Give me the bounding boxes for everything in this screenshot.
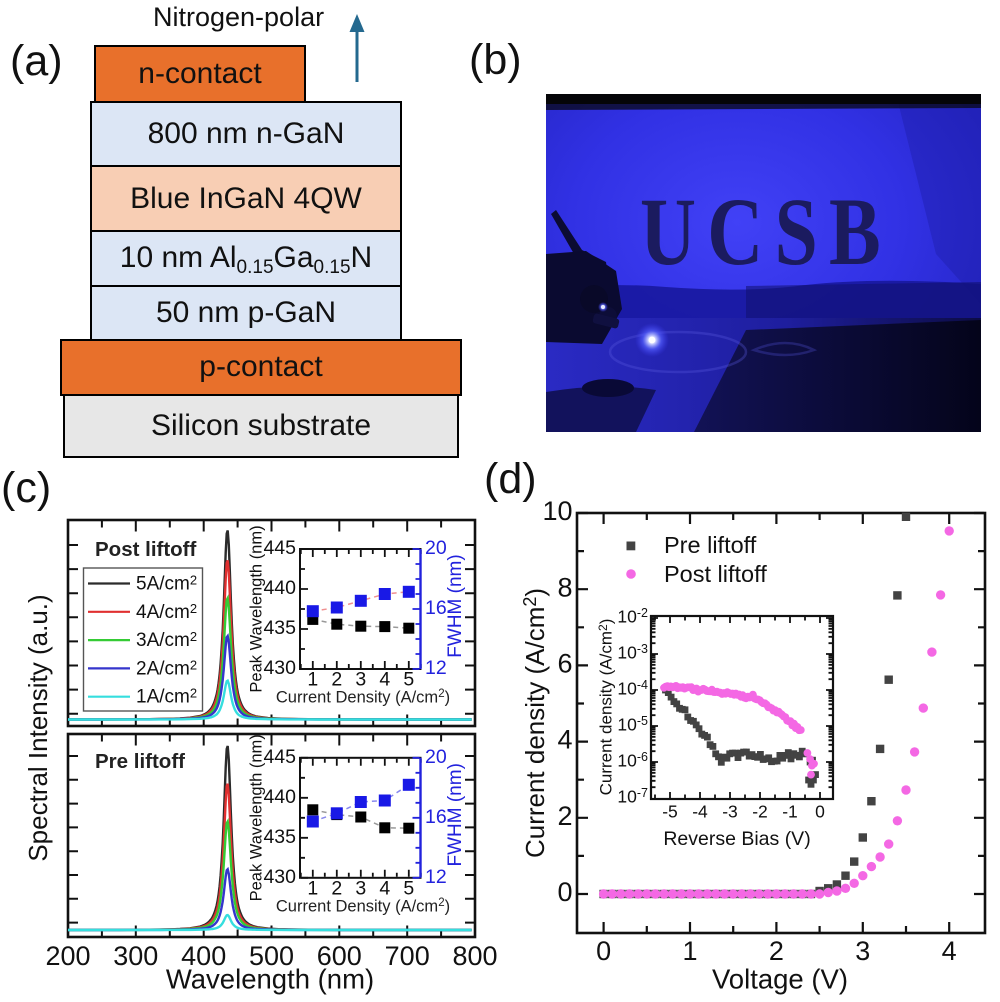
svg-text:-2: -2: [752, 802, 768, 822]
svg-text:20: 20: [425, 537, 447, 559]
svg-text:-4: -4: [692, 802, 708, 822]
svg-text:200: 200: [45, 941, 90, 971]
svg-text:10-5: 10-5: [617, 714, 648, 734]
svg-text:440: 440: [263, 786, 296, 808]
svg-text:600: 600: [317, 941, 362, 971]
svg-text:440: 440: [263, 577, 296, 599]
svg-text:2A/cm2: 2A/cm2: [136, 657, 197, 679]
svg-text:5: 5: [403, 878, 414, 900]
svg-text:Post liftoff: Post liftoff: [664, 561, 767, 587]
svg-text:0: 0: [596, 936, 611, 966]
svg-text:400: 400: [181, 941, 226, 971]
svg-text:2: 2: [557, 801, 572, 831]
svg-text:Pre liftoff: Pre liftoff: [95, 750, 185, 773]
svg-text:FWHM (nm): FWHM (nm): [445, 763, 466, 866]
svg-text:300: 300: [113, 941, 158, 971]
svg-text:1A/cm2: 1A/cm2: [136, 685, 197, 707]
svg-text:-5: -5: [662, 802, 678, 822]
svg-text:Post liftoff: Post liftoff: [95, 538, 197, 561]
svg-text:435: 435: [263, 826, 296, 848]
svg-text:Wavelength (nm): Wavelength (nm): [166, 963, 374, 994]
svg-text:3: 3: [855, 936, 870, 966]
svg-text:3: 3: [355, 878, 366, 900]
svg-text:500: 500: [249, 941, 294, 971]
svg-text:1: 1: [682, 936, 697, 966]
svg-text:Current density (A/cm2): Current density (A/cm2): [520, 588, 550, 858]
svg-text:3: 3: [355, 669, 366, 691]
svg-text:5: 5: [403, 669, 414, 691]
svg-text:12: 12: [425, 657, 447, 679]
svg-text:435: 435: [263, 617, 296, 639]
svg-text:1: 1: [307, 878, 318, 900]
svg-text:10-3: 10-3: [617, 642, 648, 662]
svg-text:FWHM (nm): FWHM (nm): [445, 554, 466, 657]
svg-text:700: 700: [385, 941, 430, 971]
svg-text:Current Density (A/cm2): Current Density (A/cm2): [276, 897, 450, 915]
svg-text:Reverse Bias (V): Reverse Bias (V): [663, 828, 810, 850]
svg-text:4: 4: [379, 669, 390, 691]
svg-text:2: 2: [331, 669, 342, 691]
svg-text:430: 430: [263, 657, 296, 679]
svg-text:445: 445: [263, 746, 296, 768]
svg-text:5A/cm2: 5A/cm2: [136, 572, 197, 594]
svg-text:16: 16: [425, 806, 447, 828]
svg-text:10-4: 10-4: [617, 678, 648, 698]
svg-text:-3: -3: [722, 802, 738, 822]
svg-text:2: 2: [769, 936, 784, 966]
svg-text:10-6: 10-6: [617, 750, 648, 770]
svg-text:20: 20: [425, 746, 447, 768]
svg-text:800: 800: [452, 941, 497, 971]
svg-text:Pre liftoff: Pre liftoff: [664, 532, 757, 558]
svg-text:-1: -1: [782, 802, 798, 822]
svg-text:UCSB: UCSB: [640, 178, 892, 285]
svg-text:2: 2: [331, 878, 342, 900]
svg-text:4: 4: [379, 878, 390, 900]
svg-text:Peak Wavelength (nm): Peak Wavelength (nm): [247, 525, 265, 692]
svg-text:10: 10: [542, 496, 572, 526]
svg-text:16: 16: [425, 597, 447, 619]
svg-text:8: 8: [557, 572, 572, 602]
svg-text:4: 4: [557, 725, 572, 755]
svg-text:0: 0: [557, 877, 572, 907]
svg-text:Voltage (V): Voltage (V): [712, 963, 848, 994]
svg-text:0: 0: [815, 802, 825, 822]
svg-text:Peak Wavelength (nm): Peak Wavelength (nm): [247, 734, 265, 901]
svg-text:1: 1: [307, 669, 318, 691]
svg-text:10-7: 10-7: [617, 786, 648, 806]
svg-text:4: 4: [942, 936, 957, 966]
svg-text:Spectral Intensity (a.u.): Spectral Intensity (a.u.): [23, 594, 53, 861]
svg-text:4A/cm2: 4A/cm2: [136, 600, 197, 622]
svg-text:Current Density (A/cm2): Current Density (A/cm2): [276, 688, 450, 706]
svg-text:Current density (A/cm2): Current density (A/cm2): [596, 619, 616, 796]
svg-text:6: 6: [557, 649, 572, 679]
svg-text:3A/cm2: 3A/cm2: [136, 629, 197, 651]
svg-text:12: 12: [425, 866, 447, 888]
svg-text:445: 445: [263, 537, 296, 559]
svg-text:430: 430: [263, 866, 296, 888]
svg-text:10-2: 10-2: [617, 606, 648, 626]
